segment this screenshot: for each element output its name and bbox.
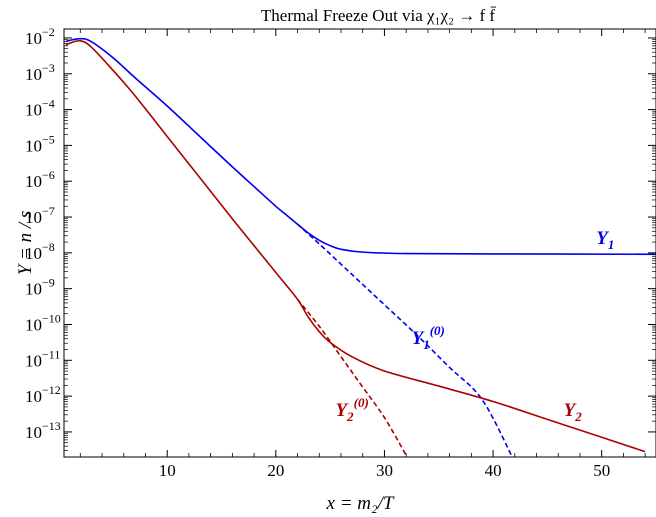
x-tick-label: 10 [159, 461, 176, 480]
y-tick-label: 10−12 [25, 383, 61, 406]
y-tick-label: 10−9 [25, 276, 55, 299]
y-tick-label: 10−13 [25, 419, 61, 442]
y-tick-label: 10−8 [25, 240, 55, 263]
y-tick-label: 10−5 [25, 132, 55, 155]
y-tick-label: 10−10 [25, 311, 61, 334]
curve-label-y1: Y1 [596, 228, 614, 252]
y-tick-label: 10−3 [25, 61, 55, 84]
series-line-y1 [65, 37, 656, 256]
chart-title: Thermal Freeze Out via χ₁χ₂ → f f̄ [261, 6, 496, 25]
y-tick-label: 10−4 [25, 97, 55, 120]
y-tick-label: 10−7 [25, 204, 55, 227]
x-axis-title: x = m₂/T [326, 493, 395, 514]
y-tick-label: 10−11 [25, 347, 60, 370]
curve-label-y10: Y1(0) [412, 323, 445, 352]
series-line-y2 [65, 39, 646, 453]
plot-frame [63, 28, 656, 458]
x-tick-label: 20 [267, 461, 284, 480]
y-tick-label: 10−6 [25, 168, 55, 191]
y-tick-label: 10−2 [25, 25, 55, 48]
series-line-y10 [297, 223, 514, 457]
x-tick-label: 50 [593, 461, 610, 480]
curve-label-y20: Y2(0) [336, 395, 369, 424]
x-tick-label: 40 [485, 461, 502, 480]
y-axis-title: Y = n / s [15, 211, 36, 276]
x-tick-label: 30 [376, 461, 393, 480]
curve-label-y2: Y2 [564, 400, 583, 424]
series-line-y20 [296, 298, 407, 456]
